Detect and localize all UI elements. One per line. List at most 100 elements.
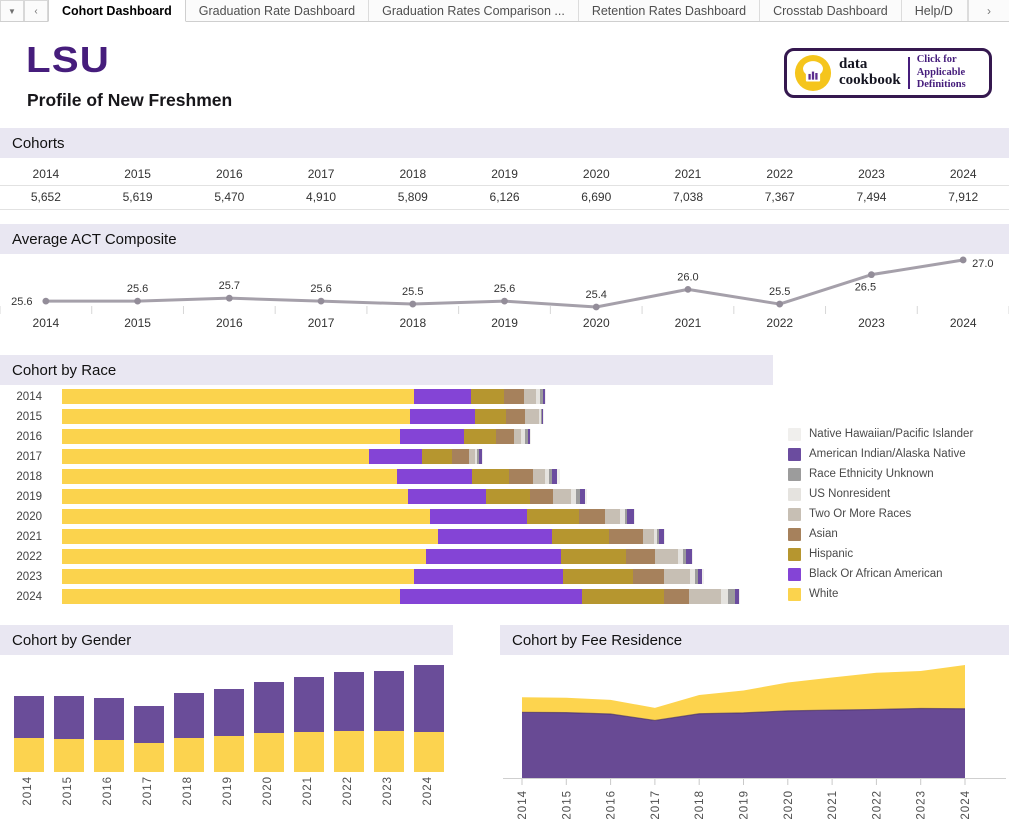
gender-segment-purple[interactable] xyxy=(54,696,84,739)
race-segment-native-hawaiian-pacific-islander[interactable] xyxy=(529,429,531,444)
race-segment-native-hawaiian-pacific-islander[interactable] xyxy=(545,389,547,404)
race-segment-white[interactable] xyxy=(62,529,438,544)
race-segment-asian[interactable] xyxy=(505,409,525,424)
race-segment-black-or-african-american[interactable] xyxy=(369,449,422,464)
legend-item-native-hawaiian-pacific-islander[interactable]: Native Hawaiian/Pacific Islander xyxy=(788,424,973,444)
gender-segment-gold[interactable] xyxy=(174,738,204,772)
race-segment-black-or-african-american[interactable] xyxy=(396,469,472,484)
gender-bar-2020[interactable] xyxy=(254,681,284,772)
race-segment-race-ethnicity-unknown[interactable] xyxy=(540,409,542,424)
race-segment-white[interactable] xyxy=(62,489,409,504)
tab-graduation-rates-comparison[interactable]: Graduation Rates Comparison ... xyxy=(369,0,579,21)
gender-bar-2023[interactable] xyxy=(374,670,404,772)
gender-segment-gold[interactable] xyxy=(54,738,84,772)
race-segment-two-or-more-races[interactable] xyxy=(533,469,545,484)
tab-graduation-rate-dashboard[interactable]: Graduation Rate Dashboard xyxy=(185,0,370,21)
race-segment-black-or-african-american[interactable] xyxy=(414,389,472,404)
race-segment-asian[interactable] xyxy=(529,489,554,504)
gender-segment-gold[interactable] xyxy=(414,731,444,772)
race-segment-native-hawaiian-pacific-islander[interactable] xyxy=(542,409,544,424)
race-segment-native-hawaiian-pacific-islander[interactable] xyxy=(738,589,740,604)
race-segment-us-nonresident[interactable] xyxy=(536,389,541,404)
race-segment-two-or-more-races[interactable] xyxy=(664,569,691,584)
gender-segment-gold[interactable] xyxy=(294,732,324,772)
race-segment-white[interactable] xyxy=(62,569,415,584)
race-segment-hispanic[interactable] xyxy=(474,409,506,424)
race-segment-two-or-more-races[interactable] xyxy=(513,429,522,444)
race-segment-race-ethnicity-unknown[interactable] xyxy=(624,509,628,524)
race-segment-black-or-african-american[interactable] xyxy=(430,509,528,524)
gender-segment-purple[interactable] xyxy=(94,698,124,740)
race-segment-race-ethnicity-unknown[interactable] xyxy=(656,529,659,544)
act-point[interactable] xyxy=(776,300,784,308)
gender-segment-gold[interactable] xyxy=(334,731,364,772)
race-segment-native-hawaiian-pacific-islander[interactable] xyxy=(633,509,636,524)
race-segment-asian[interactable] xyxy=(509,469,534,484)
gender-segment-purple[interactable] xyxy=(374,670,404,732)
tab-scroll-left-button[interactable]: ‹ xyxy=(24,0,48,21)
race-segment-white[interactable] xyxy=(62,449,370,464)
race-segment-race-ethnicity-unknown[interactable] xyxy=(540,389,544,404)
tab-scroll-right-button[interactable]: › xyxy=(968,0,1009,21)
act-point[interactable] xyxy=(684,285,692,293)
race-segment-black-or-african-american[interactable] xyxy=(409,409,475,424)
race-segment-asian[interactable] xyxy=(663,589,689,604)
race-segment-black-or-african-american[interactable] xyxy=(414,569,564,584)
gender-segment-purple[interactable] xyxy=(254,681,284,734)
race-segment-us-nonresident[interactable] xyxy=(538,409,541,424)
race-segment-black-or-african-american[interactable] xyxy=(408,489,487,504)
race-segment-race-ethnicity-unknown[interactable] xyxy=(682,549,687,564)
gender-bar-2017[interactable] xyxy=(134,705,164,772)
gender-segment-gold[interactable] xyxy=(94,739,124,772)
legend-item-white[interactable]: White xyxy=(788,584,973,604)
act-point[interactable] xyxy=(592,303,600,311)
race-segment-two-or-more-races[interactable] xyxy=(688,589,721,604)
race-segment-white[interactable] xyxy=(62,469,397,484)
residence-area-purple[interactable] xyxy=(522,708,965,778)
legend-item-black-or-african-american[interactable]: Black Or African American xyxy=(788,564,973,584)
race-segment-hispanic[interactable] xyxy=(471,469,510,484)
gender-segment-gold[interactable] xyxy=(254,733,284,772)
race-segment-us-nonresident[interactable] xyxy=(474,449,478,464)
race-segment-american-indian-alaska-native[interactable] xyxy=(734,589,739,604)
tab-help-d[interactable]: Help/D xyxy=(901,0,968,21)
race-segment-hispanic[interactable] xyxy=(581,589,664,604)
gender-segment-purple[interactable] xyxy=(334,672,364,732)
race-segment-asian[interactable] xyxy=(608,529,643,544)
act-point[interactable] xyxy=(409,300,417,308)
race-segment-american-indian-alaska-native[interactable] xyxy=(686,549,692,564)
gender-bar-2015[interactable] xyxy=(54,696,84,772)
race-segment-asian[interactable] xyxy=(451,449,469,464)
race-segment-american-indian-alaska-native[interactable] xyxy=(658,529,664,544)
gender-segment-gold[interactable] xyxy=(14,737,44,772)
race-segment-asian[interactable] xyxy=(626,549,655,564)
race-segment-race-ethnicity-unknown[interactable] xyxy=(477,449,479,464)
act-point[interactable] xyxy=(501,297,508,305)
race-segment-race-ethnicity-unknown[interactable] xyxy=(548,469,552,484)
race-segment-asian[interactable] xyxy=(496,429,514,444)
race-segment-us-nonresident[interactable] xyxy=(545,469,549,484)
race-segment-hispanic[interactable] xyxy=(527,509,579,524)
gender-segment-purple[interactable] xyxy=(294,676,324,733)
race-segment-american-indian-alaska-native[interactable] xyxy=(698,569,703,584)
act-point[interactable] xyxy=(868,271,875,279)
act-point[interactable] xyxy=(225,294,233,302)
gender-segment-gold[interactable] xyxy=(374,731,404,772)
race-segment-hispanic[interactable] xyxy=(471,389,505,404)
race-segment-black-or-african-american[interactable] xyxy=(399,589,582,604)
race-segment-two-or-more-races[interactable] xyxy=(553,489,572,504)
race-segment-us-nonresident[interactable] xyxy=(678,549,683,564)
race-segment-asian[interactable] xyxy=(633,569,665,584)
race-segment-american-indian-alaska-native[interactable] xyxy=(551,469,558,484)
race-segment-native-hawaiian-pacific-islander[interactable] xyxy=(481,449,483,464)
race-segment-white[interactable] xyxy=(62,509,431,524)
race-segment-us-nonresident[interactable] xyxy=(620,509,625,524)
race-segment-american-indian-alaska-native[interactable] xyxy=(543,389,546,404)
tab-retention-rates-dashboard[interactable]: Retention Rates Dashboard xyxy=(578,0,761,21)
race-segment-two-or-more-races[interactable] xyxy=(469,449,475,464)
race-segment-race-ethnicity-unknown[interactable] xyxy=(728,589,735,604)
race-segment-two-or-more-races[interactable] xyxy=(605,509,621,524)
race-segment-american-indian-alaska-native[interactable] xyxy=(579,489,585,504)
race-segment-race-ethnicity-unknown[interactable] xyxy=(525,429,528,444)
legend-item-hispanic[interactable]: Hispanic xyxy=(788,544,973,564)
